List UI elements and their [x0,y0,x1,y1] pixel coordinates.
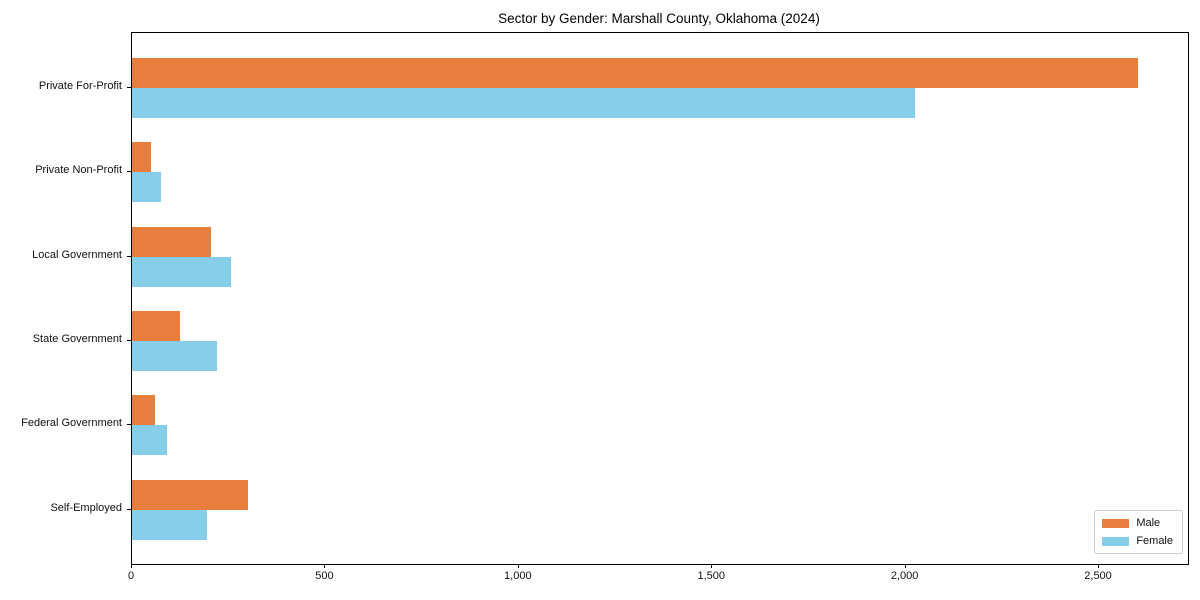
bar-male-1 [132,142,152,173]
ytick-label-3: State Government [32,332,122,345]
ytick-label-2: Local Government [32,248,122,261]
bar-female-2 [132,256,231,287]
ytick-mark-1 [127,171,131,173]
ytick-label-0: Private For-Profit [38,80,122,92]
legend-swatch-male-icon [1102,518,1130,528]
xtick-label-4: 2,000 [890,570,919,582]
xtick-mark-4 [904,564,906,568]
bar-female-4 [132,425,167,456]
bar-female-5 [132,509,208,540]
ytick-label-1: Private Non-Profit [35,164,122,177]
legend-label-female: Female [1136,535,1173,547]
legend-entry-male: Male [1102,517,1173,529]
xtick-label-1: 500 [315,570,334,582]
bar-female-3 [132,340,218,371]
xtick-label-5: 2,500 [1084,570,1112,582]
bar-female-1 [132,172,161,203]
ytick-label-4: Federal Government [21,417,122,430]
xtick-label-2: 1,000 [504,570,532,582]
bar-male-5 [132,479,249,510]
ytick-mark-3 [127,339,131,341]
bar-male-3 [132,310,181,341]
ytick-mark-4 [127,424,131,426]
ytick-mark-0 [127,87,131,88]
legend-entry-female: Female [1102,535,1173,547]
xtick-label-3: 1,500 [697,570,725,582]
bar-male-2 [132,226,212,257]
xtick-mark-1 [324,564,326,568]
legend-swatch-female-icon [1102,536,1130,546]
ytick-mark-2 [127,255,131,257]
xtick-mark-2 [517,564,519,568]
ytick-mark-5 [127,508,131,510]
legend-label-male: Male [1136,517,1161,529]
bar-male-4 [132,395,156,426]
ytick-label-5: Self-Employed [50,501,122,514]
bar-male-0 [132,58,1138,88]
xtick-mark-0 [131,564,132,568]
bar-female-0 [132,88,916,118]
xtick-mark-3 [711,564,713,568]
xtick-mark-5 [1098,564,1100,568]
chart-title: Sector by Gender: Marshall County, Oklah… [498,11,820,26]
plot-area: Male Female [131,32,1189,565]
xtick-label-0: 0 [127,570,135,582]
legend: Male Female [1094,510,1183,554]
